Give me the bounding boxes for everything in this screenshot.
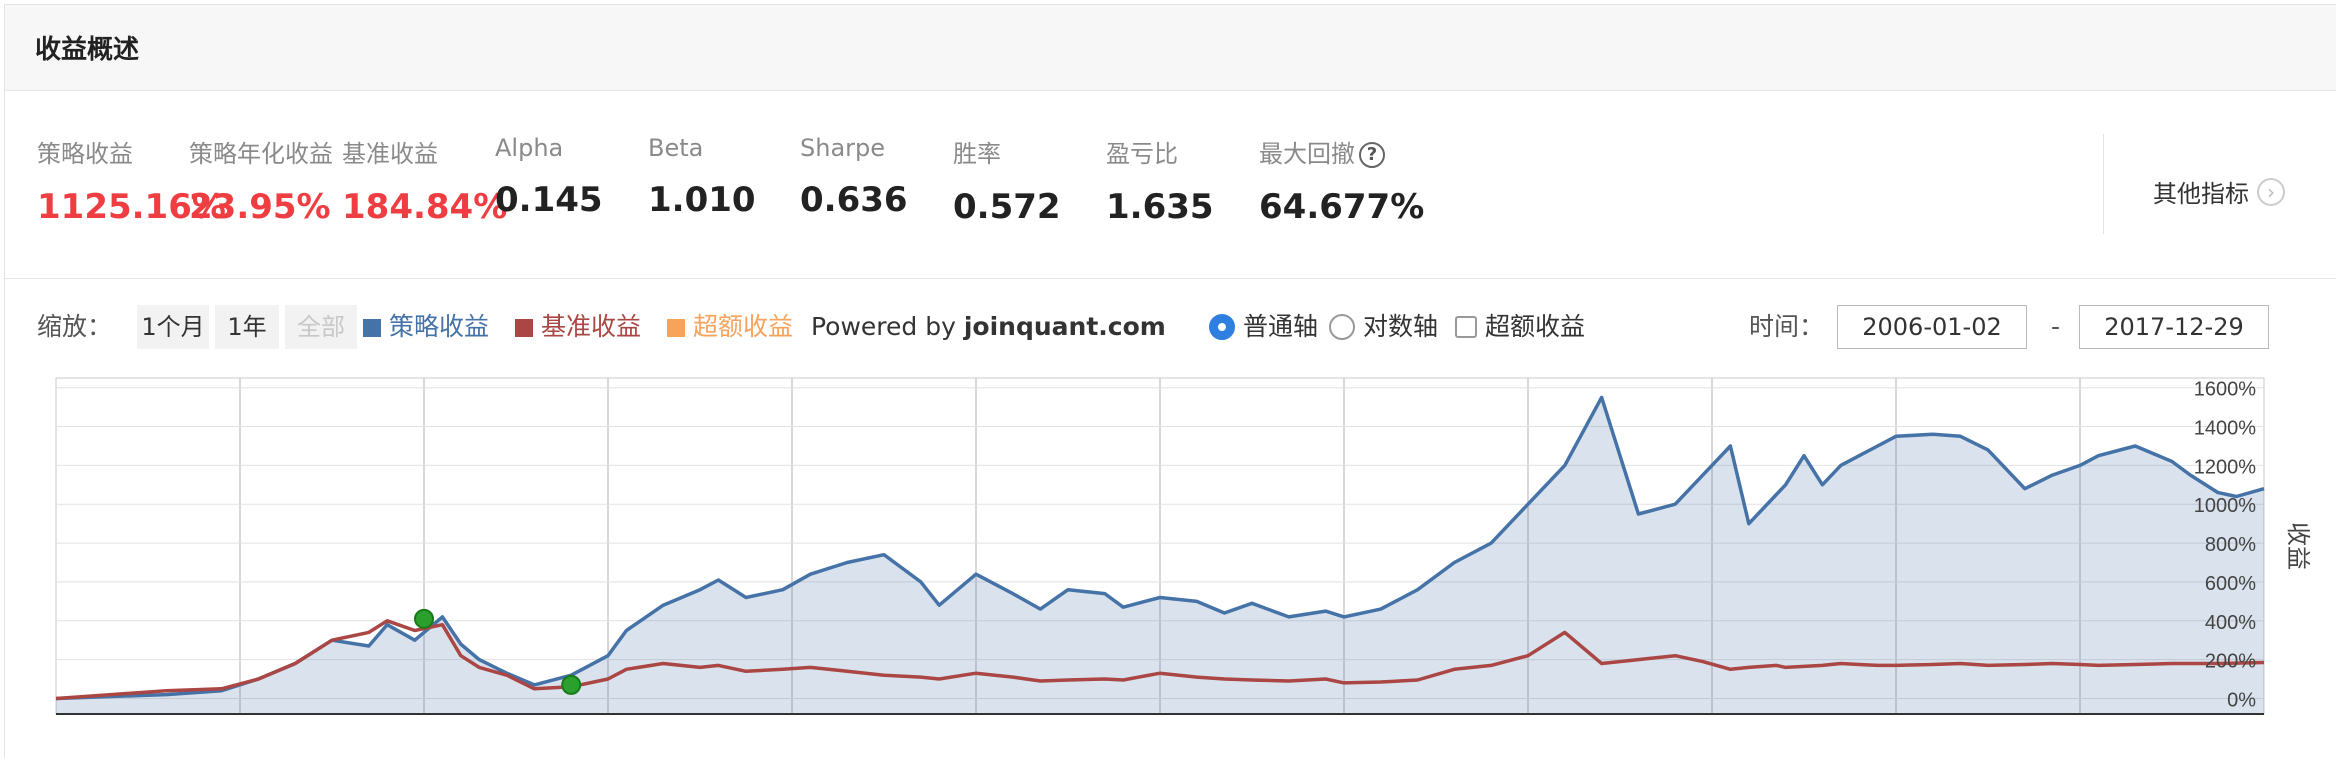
radio-unchecked-icon (1329, 314, 1355, 340)
y-tick-label: 400% (2205, 612, 2256, 634)
zoom-label: 缩放： (37, 312, 113, 341)
chart-toolbar: 缩放： 1个月 1年 全部 策略收益 基准收益 超额收益 Powered by … (5, 305, 2336, 349)
y-tick-label: 1400% (2194, 418, 2256, 440)
metric-max-drawdown: 最大回撤? 64.677% (1259, 134, 1424, 227)
metric-win-rate: 胜率 0.572 (953, 134, 1061, 227)
panel-title: 收益概述 (35, 35, 140, 65)
metric-value: 1.635 (1106, 187, 1214, 227)
y-tick-label: 600% (2205, 573, 2256, 595)
metric-value: 184.84% (342, 187, 508, 227)
axis-normal-label: 普通轴 (1243, 312, 1319, 341)
trade-marker (561, 674, 582, 695)
end-date-input[interactable]: 2017-12-29 (2079, 305, 2269, 349)
zoom-all-button[interactable]: 全部 (285, 305, 357, 349)
metric-label: 策略年化收益 (189, 140, 333, 168)
metric-value: 0.572 (953, 187, 1061, 227)
legend-benchmark[interactable]: 基准收益 (515, 305, 641, 349)
panel-header: 收益概述 (5, 5, 2336, 91)
chevron-right-circle-icon: › (2257, 177, 2285, 206)
y-tick-label: 1000% (2194, 495, 2256, 517)
axis-normal-option[interactable]: 普通轴 (1209, 305, 1318, 349)
metric-value: 0.145 (495, 180, 603, 220)
date-separator: - (2051, 312, 2061, 341)
metrics-divider (2103, 134, 2104, 234)
metrics-row: 策略收益 1125.16% 策略年化收益 23.95% 基准收益 184.84%… (5, 92, 2336, 279)
legend-excess-label: 超额收益 (693, 312, 794, 341)
metric-profit-loss-ratio: 盈亏比 1.635 (1106, 134, 1214, 227)
metric-label: Alpha (495, 134, 564, 162)
question-circle-icon[interactable]: ? (1359, 142, 1385, 168)
metric-label: Sharpe (800, 134, 886, 162)
excess-toggle-label: 超额收益 (1485, 312, 1586, 341)
legend-swatch-excess (667, 319, 685, 337)
metric-label: 最大回撤? (1259, 134, 1424, 169)
zoom-1-month-button[interactable]: 1个月 (137, 305, 209, 349)
y-axis-label: 收益 (2284, 522, 2312, 570)
metric-label: 盈亏比 (1106, 140, 1178, 168)
legend-strategy[interactable]: 策略收益 (363, 305, 489, 349)
metric-alpha: Alpha 0.145 (495, 134, 603, 220)
legend-swatch-strategy (363, 319, 381, 337)
metric-sharpe: Sharpe 0.636 (800, 134, 908, 220)
legend-swatch-benchmark (515, 319, 533, 337)
y-tick-label: 1200% (2194, 456, 2256, 478)
metric-beta: Beta 1.010 (648, 134, 756, 220)
metric-value: 64.677% (1259, 187, 1425, 227)
other-metrics-label: 其他指标 (2153, 180, 2249, 208)
legend-strategy-label: 策略收益 (389, 312, 490, 341)
other-metrics-link[interactable]: 其他指标 › (2153, 174, 2285, 209)
strategy-area (56, 397, 2264, 714)
time-label: 时间： (1749, 312, 1825, 341)
radio-checked-icon (1209, 314, 1235, 340)
checkbox-icon (1455, 316, 1477, 338)
start-date-input[interactable]: 2006-01-02 (1837, 305, 2027, 349)
legend-benchmark-label: 基准收益 (541, 312, 642, 341)
benchmark-line (55, 619, 2265, 701)
chart-grid (55, 377, 2265, 715)
powered-by-site[interactable]: joinquant.com (963, 312, 1166, 341)
y-tick-label: 1600% (2194, 379, 2256, 401)
metric-label: 基准收益 (342, 140, 438, 168)
chart-marks (55, 395, 2265, 715)
metric-value: 1125.16% (37, 187, 226, 227)
powered-by: Powered by joinquant.com (811, 305, 1166, 349)
zoom-1-year-button[interactable]: 1年 (215, 305, 279, 349)
metric-label-text: 最大回撤 (1259, 140, 1355, 168)
axis-log-option[interactable]: 对数轴 (1329, 305, 1438, 349)
metric-value: 1.010 (648, 180, 756, 220)
y-axis-ticks: 0% 200% 400% 600% 800% 1000% 1200% 1400% 1600% (2194, 379, 2256, 712)
legend-excess[interactable]: 超额收益 (667, 305, 793, 349)
metric-label: Beta (648, 134, 704, 162)
metric-label: 胜率 (953, 140, 1001, 168)
metric-strategy-return: 策略收益 1125.16% (37, 134, 226, 227)
metric-benchmark-return: 基准收益 184.84% (342, 134, 507, 227)
strategy-line (55, 395, 2265, 701)
metric-value: 23.95% (189, 187, 331, 227)
y-tick-label: 0% (2227, 689, 2256, 711)
excess-return-toggle[interactable]: 超额收益 (1455, 305, 1585, 349)
metric-label: 策略收益 (37, 140, 133, 168)
powered-by-prefix: Powered by (811, 312, 964, 341)
axis-log-label: 对数轴 (1363, 312, 1439, 341)
y-tick-label: 200% (2205, 651, 2256, 673)
metric-value: 0.636 (800, 180, 908, 220)
y-tick-label: 800% (2205, 534, 2256, 556)
trade-marker (414, 608, 434, 629)
metric-annualized-return: 策略年化收益 23.95% (189, 134, 333, 227)
